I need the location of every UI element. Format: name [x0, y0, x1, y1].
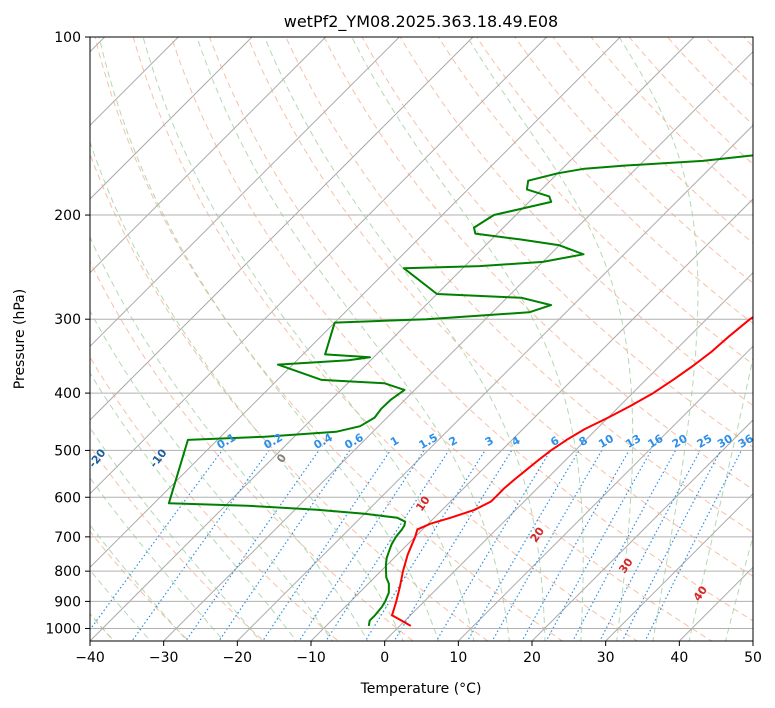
isotherm-line: [90, 37, 180, 127]
dry-adiabat-line: [208, 37, 753, 622]
isotherm-line: [90, 37, 327, 274]
y-tick-label: 400: [54, 386, 81, 402]
temperature-profile-line: [391, 315, 753, 627]
background-labels: -100-90-80-70-60-50-40-30-20-100.10.20.4…: [90, 431, 756, 604]
moist-adiabat-line: [725, 534, 753, 641]
dry-adiabat-line: [90, 260, 414, 641]
moist-adiabat-line: [196, 37, 510, 641]
moist-adiabat-line: [351, 37, 584, 641]
axis-ticks: −40 −30 −20 −10 0 10 20 30 40 50 100 200 300 400 500 60…: [45, 30, 762, 666]
y-tick-label: 1000: [45, 621, 81, 637]
x-axis-label: Temperature (°C): [360, 681, 482, 697]
dry-adiabat-line: [247, 37, 753, 577]
moist-adiabat-line: [142, 37, 475, 641]
isotherm-line: [457, 345, 753, 641]
dry-adiabat-line: [132, 37, 638, 641]
dry-adiabat-line: [170, 37, 713, 641]
x-tick-label: 20: [523, 650, 541, 666]
y-tick-label: 200: [54, 208, 81, 224]
mixing-ratio-label: 36: [736, 432, 756, 451]
chart-title: wetPf2_YM08.2025.363.18.49.E08: [284, 12, 558, 32]
isotherm-line: [90, 37, 253, 200]
y-tick-label: 500: [54, 443, 81, 459]
moist-adiabat-line: [90, 140, 404, 641]
isotherm-line: [383, 271, 753, 641]
moist-adiabat-line: [90, 310, 333, 641]
x-tick-label: 50: [744, 650, 762, 666]
isotherm-line: [90, 37, 548, 495]
isotherm-line: [90, 37, 695, 641]
plot-frame: [89, 36, 754, 642]
x-tick-label: 10: [449, 650, 467, 666]
x-tick-label: −20: [223, 650, 253, 666]
dry-adiabat-line: [90, 530, 190, 641]
moist-adiabat-line: [688, 355, 753, 641]
y-tick-label: 700: [54, 530, 81, 546]
moist-adiabat-line: [90, 477, 225, 641]
dry-adiabat-line: [94, 37, 564, 641]
isotherm-line: [90, 37, 401, 348]
y-tick-label: 600: [54, 490, 81, 506]
dry-adiabat-line: [90, 152, 489, 641]
y-axis-label: Pressure (hPa): [12, 289, 28, 389]
moist-adiabat-line: [264, 37, 546, 641]
isotherm-line: [310, 198, 753, 641]
x-tick-label: −30: [149, 650, 179, 666]
x-tick-label: 30: [597, 650, 615, 666]
y-tick-label: 100: [54, 30, 81, 46]
moist-adiabat-line: [90, 426, 261, 641]
moist-adiabat-line: [90, 236, 369, 641]
moist-adiabat-line: [90, 372, 297, 641]
sounding-series: [167, 154, 753, 627]
dry-adiabat-line: [323, 37, 753, 491]
moist-adiabat-line: [466, 37, 634, 641]
y-tick-label: 900: [54, 594, 81, 610]
moist-adiabat-line: [98, 37, 440, 641]
dry-adiabat-line: [361, 37, 753, 448]
isotherm-line: [90, 37, 622, 569]
isotherm-line: [236, 124, 753, 641]
x-tick-label: 0: [380, 650, 389, 666]
x-tick-label: −40: [75, 650, 105, 666]
isotherm-line: [90, 37, 474, 421]
moist-adiabat-line: [618, 37, 699, 641]
dry-adiabat-line: [476, 37, 753, 325]
grid-lines: [90, 37, 753, 629]
x-tick-label: −10: [296, 650, 326, 666]
y-tick-label: 800: [54, 564, 81, 580]
isotherm-line: [531, 419, 753, 641]
dry-adiabat-line: [90, 356, 340, 641]
x-tick-label: 40: [670, 650, 688, 666]
dry-adiabat-line: [285, 37, 753, 534]
isotherm-line: [604, 492, 753, 641]
dry-adiabat-line: [90, 445, 265, 641]
dry-adiabat-line: [514, 37, 753, 284]
y-tick-label: 300: [54, 312, 81, 328]
dewpoint-profile-line: [167, 154, 753, 627]
